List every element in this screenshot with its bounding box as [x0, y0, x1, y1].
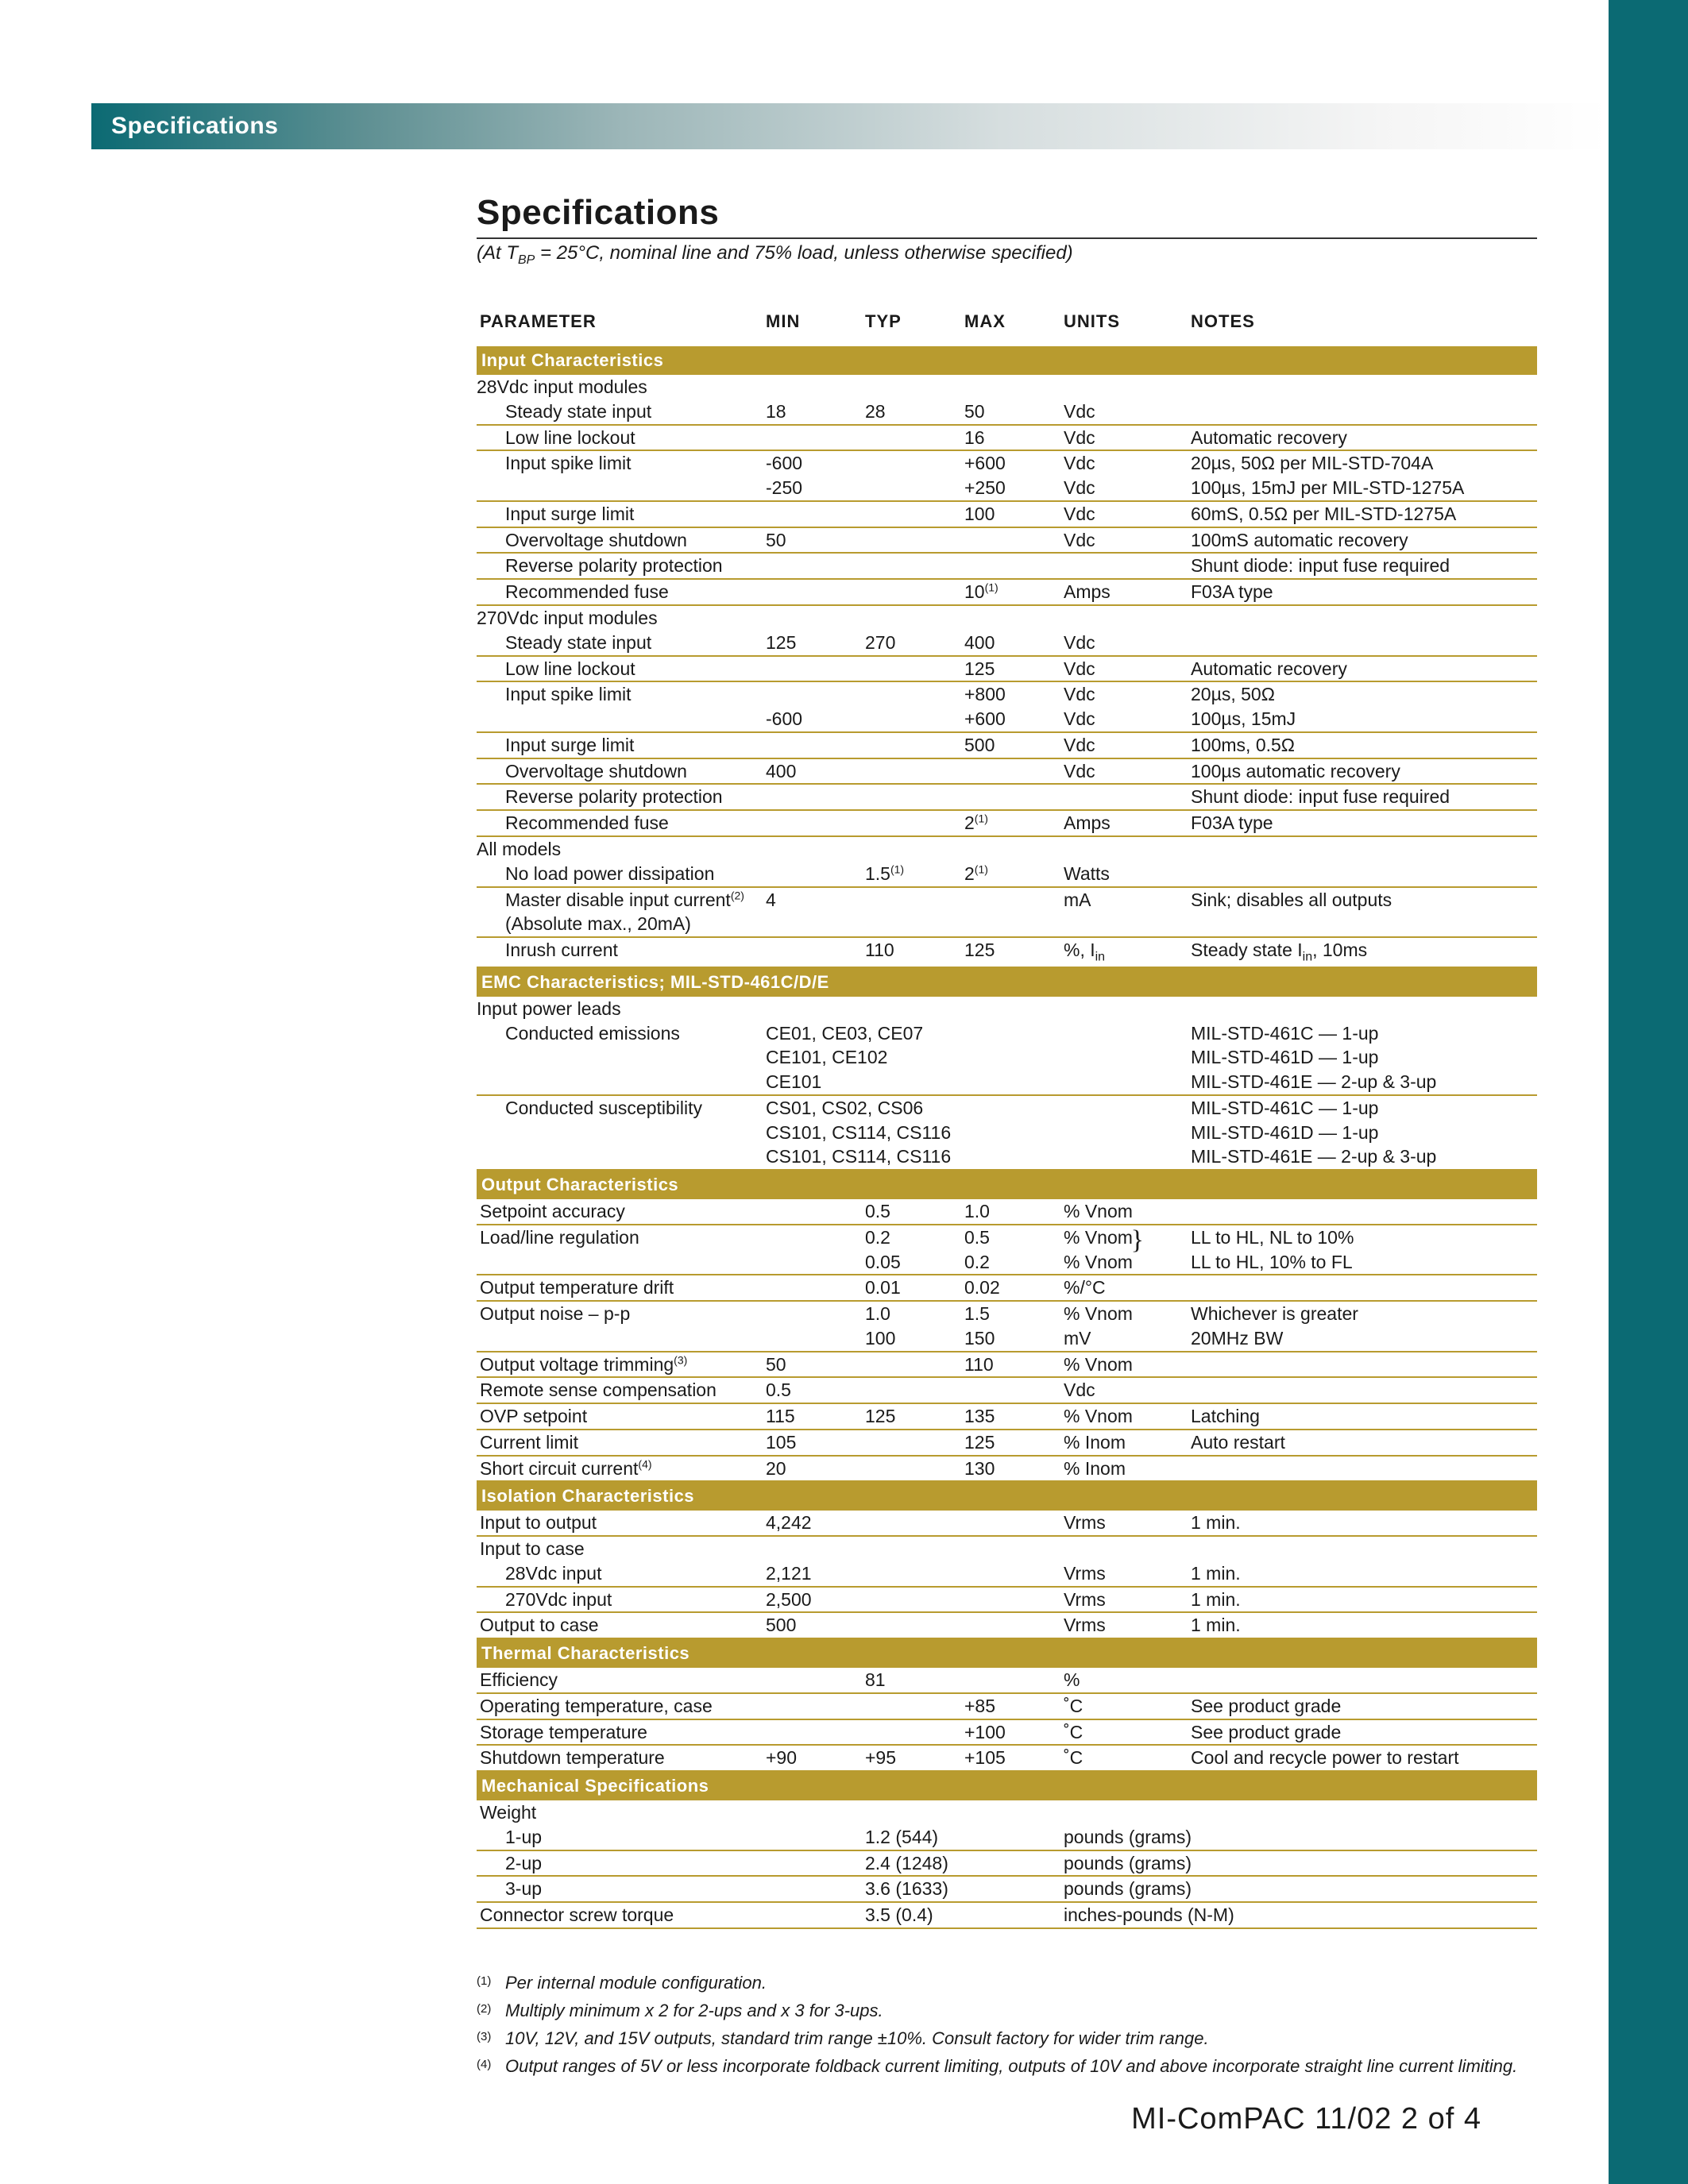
page-title: Specifications: [477, 193, 1537, 239]
table-row: Load/line regulation0.20.5% Vnom LL to H…: [477, 1225, 1537, 1250]
col-units: UNITS: [1060, 311, 1188, 346]
table-row: Conducted susceptibilityCS01, CS02, CS06…: [477, 1095, 1537, 1121]
section-header: EMC Characteristics; MIL-STD-461C/D/E: [477, 967, 1537, 997]
table-row: OVP setpoint115125135% VnomLatching: [477, 1403, 1537, 1430]
table-row: Efficiency81%: [477, 1668, 1537, 1693]
table-row: Overvoltage shutdown50Vdc100mS automatic…: [477, 527, 1537, 554]
table-row: Output noise – p-p1.01.5% VnomWhichever …: [477, 1301, 1537, 1326]
table-row: Reverse polarity protectionShunt diode: …: [477, 553, 1537, 579]
table-row: Overvoltage shutdown400Vdc100µs automati…: [477, 758, 1537, 785]
table-row: Input to output4,242Vrms1 min.: [477, 1511, 1537, 1536]
footnote: (2)Multiply minimum x 2 for 2-ups and x …: [477, 1997, 1537, 2024]
footnotes: (1)Per internal module configuration.(2)…: [477, 1969, 1537, 2081]
column-headers: PARAMETER MIN TYP MAX UNITS NOTES: [477, 311, 1537, 346]
main-column: Specifications (At TBP = 25°C, nominal l…: [477, 149, 1537, 2081]
table-row: Inrush current110125%, IinSteady state I…: [477, 937, 1537, 967]
table-row: CE101MIL-STD-461E — 2-up & 3-up: [477, 1070, 1537, 1095]
table-row: 0.050.2% VnomLL to HL, 10% to FL: [477, 1250, 1537, 1275]
table-row: -250+250Vdc100µs, 15mJ per MIL-STD-1275A: [477, 476, 1537, 501]
table-row: Current limit105125% InomAuto restart: [477, 1430, 1537, 1456]
table-row: 270Vdc input2,500Vrms1 min.: [477, 1587, 1537, 1613]
table-row: Output temperature drift0.010.02%/°C: [477, 1275, 1537, 1301]
footnote: (1)Per internal module configuration.: [477, 1969, 1537, 1997]
table-row: 1-up1.2 (544)pounds (grams): [477, 1825, 1537, 1850]
col-parameter: PARAMETER: [477, 311, 763, 346]
table-row: Steady state input125270400Vdc: [477, 631, 1537, 656]
table-row: Reverse polarity protectionShunt diode: …: [477, 784, 1537, 810]
specifications-table: PARAMETER MIN TYP MAX UNITS NOTES Input …: [477, 311, 1537, 1929]
col-notes: NOTES: [1188, 311, 1537, 346]
col-typ: TYP: [862, 311, 961, 346]
table-row: Master disable input current(2)4mASink; …: [477, 887, 1537, 913]
table-row: CE101, CE102MIL-STD-461D — 1-up: [477, 1045, 1537, 1070]
col-max: MAX: [961, 311, 1060, 346]
footnote: (3)10V, 12V, and 15V outputs, standard t…: [477, 2024, 1537, 2052]
table-row: Shutdown temperature+90+95+105˚CCool and…: [477, 1745, 1537, 1771]
section-header: Isolation Characteristics: [477, 1481, 1537, 1511]
group-label-row: 270Vdc input modules: [477, 605, 1537, 631]
right-color-bar: [1609, 0, 1688, 2184]
section-header: Output Characteristics: [477, 1170, 1537, 1199]
table-row: Input spike limit+800Vdc20µs, 50Ω: [477, 681, 1537, 707]
table-row: Steady state input182850Vdc: [477, 399, 1537, 425]
section-header: Thermal Characteristics: [477, 1638, 1537, 1668]
table-row: Input to case: [477, 1536, 1537, 1561]
table-row: Short circuit current(4)20130% Inom: [477, 1456, 1537, 1482]
table-row: (Absolute max., 20mA): [477, 912, 1537, 937]
table-row: Output voltage trimming(3)50110% Vnom: [477, 1352, 1537, 1378]
table-row: Storage temperature+100˚CSee product gra…: [477, 1719, 1537, 1746]
section-header: Input Characteristics: [477, 346, 1537, 375]
table-row: Low line lockout125VdcAutomatic recovery: [477, 656, 1537, 682]
table-row: Low line lockout16VdcAutomatic recovery: [477, 425, 1537, 451]
table-row: Recommended fuse2(1)AmpsF03A type: [477, 810, 1537, 836]
table-row: Input surge limit500Vdc100ms, 0.5Ω: [477, 732, 1537, 758]
group-label-row: Input power leads: [477, 997, 1537, 1021]
footnote: (4)Output ranges of 5V or less incorpora…: [477, 2052, 1537, 2080]
table-row: Connector screw torque3.5 (0.4)inches-po…: [477, 1902, 1537, 1928]
conditions-note: (At TBP = 25°C, nominal line and 75% loa…: [477, 242, 1537, 268]
table-row: Weight: [477, 1800, 1537, 1825]
table-row: CS101, CS114, CS116MIL-STD-461E — 2-up &…: [477, 1144, 1537, 1170]
table-row: 28Vdc input2,121Vrms1 min.: [477, 1561, 1537, 1587]
table-row: 3-up3.6 (1633)pounds (grams): [477, 1876, 1537, 1902]
col-min: MIN: [763, 311, 862, 346]
table-row: Conducted emissionsCE01, CE03, CE07MIL-S…: [477, 1021, 1537, 1046]
table-row: Remote sense compensation0.5Vdc: [477, 1377, 1537, 1403]
page-footer: MI-ComPAC 11/02 2 of 4: [1131, 2102, 1481, 2136]
group-label-row: All models: [477, 836, 1537, 862]
banner: Specifications: [91, 103, 1609, 149]
page-content: Specifications Specifications (At TBP = …: [0, 0, 1609, 2184]
table-row: Input surge limit100Vdc60mS, 0.5Ω per MI…: [477, 501, 1537, 527]
table-row: Input spike limit-600+600Vdc20µs, 50Ω pe…: [477, 450, 1537, 476]
table-row: 2-up2.4 (1248)pounds (grams): [477, 1850, 1537, 1877]
banner-title: Specifications: [111, 113, 278, 140]
table-row: Operating temperature, case+85˚CSee prod…: [477, 1693, 1537, 1719]
section-header: Mechanical Specifications: [477, 1771, 1537, 1800]
table-row: CS101, CS114, CS116MIL-STD-461D — 1-up: [477, 1121, 1537, 1145]
table-row: No load power dissipation1.5(1)2(1)Watts: [477, 862, 1537, 887]
table-row: -600+600Vdc100µs, 15mJ: [477, 707, 1537, 732]
table-row: 100150mV20MHz BW: [477, 1326, 1537, 1352]
table-row: Output to case500Vrms1 min.: [477, 1612, 1537, 1638]
table-row: Recommended fuse10(1)AmpsF03A type: [477, 579, 1537, 605]
group-label-row: 28Vdc input modules: [477, 375, 1537, 399]
table-row: Setpoint accuracy0.51.0% Vnom: [477, 1199, 1537, 1225]
